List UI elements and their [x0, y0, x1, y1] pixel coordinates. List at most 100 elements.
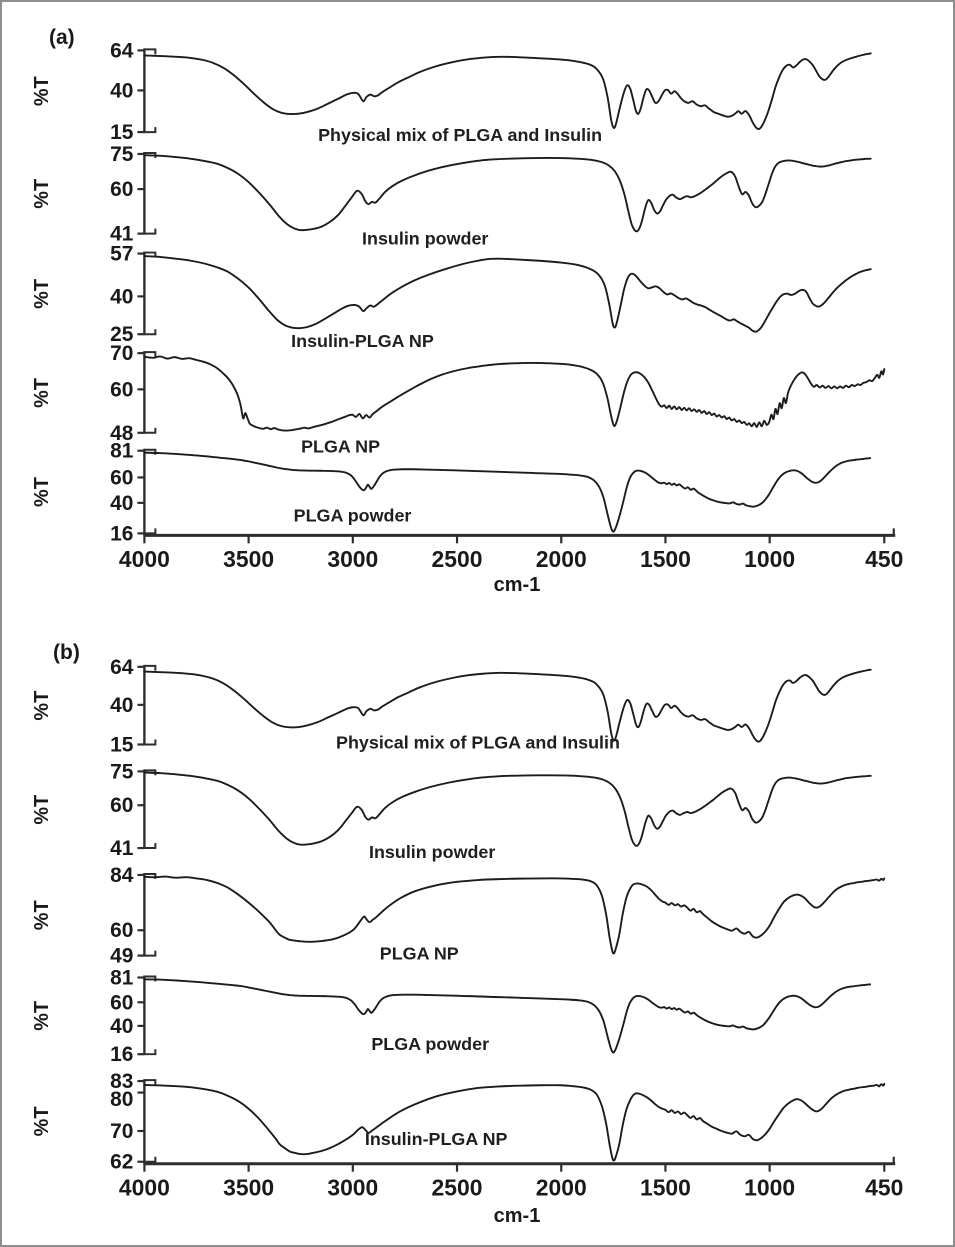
- y-tick-label: 70: [110, 342, 133, 365]
- x-tick-label: 3500: [223, 546, 274, 572]
- spectrum-curve-plga-np: [143, 355, 886, 432]
- x-tick-label: 450: [865, 1175, 903, 1201]
- spectrum-label-physical-mix-of-plga-and-insulin: Physical mix of PLGA and Insulin: [336, 732, 620, 752]
- x-tick-label: 2000: [536, 546, 587, 572]
- spectrum-curve-insulin-plga-np: [143, 255, 872, 333]
- panel-a: 4000 3500 3000 2500 2000 1500 1000 450 64 40 15 %T P…: [31, 39, 904, 572]
- y-tick-label: 64: [110, 656, 134, 679]
- y-tick-label: 48: [110, 422, 133, 445]
- subplot-insulin-powder: 75 60 41 %T Insulin powder: [31, 143, 872, 249]
- y-tick-label: 40: [110, 492, 133, 515]
- y-axis-title: %T: [31, 477, 53, 507]
- x-tick-label: 1000: [744, 1175, 795, 1201]
- spectrum-label-plga-powder: PLGA powder: [294, 505, 412, 525]
- y-tick-label: 62: [110, 1151, 133, 1174]
- y-axis-title: %T: [31, 1106, 53, 1136]
- x-tick-label: 1000: [744, 546, 795, 572]
- y-tick-label: 40: [110, 1015, 133, 1038]
- spectrum-curve-physical-mix-of-plga-and-insulin: [143, 52, 872, 131]
- panel-a-letter: (a): [49, 26, 75, 49]
- x-tick-label: 3500: [223, 1175, 274, 1201]
- spectrum-label-plga-np: PLGA NP: [301, 437, 380, 457]
- y-tick-label: 83: [110, 1070, 133, 1093]
- y-axis-title: %T: [31, 691, 53, 721]
- y-axis-bottom-bracket: [144, 127, 157, 134]
- spectrum-label-plga-np: PLGA NP: [380, 944, 459, 964]
- spectrum-label-insulin-plga-np: Insulin-PLGA NP: [291, 331, 434, 351]
- y-axis-bottom-bracket: [144, 1049, 157, 1056]
- y-tick-label: 60: [110, 178, 133, 201]
- y-tick-label: 60: [110, 378, 133, 401]
- y-tick-label: 75: [110, 143, 134, 166]
- y-tick-label: 60: [110, 794, 133, 817]
- y-tick-label: 60: [110, 919, 133, 942]
- y-tick-label: 25: [110, 323, 134, 346]
- spectrum-label-insulin-powder: Insulin powder: [369, 842, 495, 862]
- x-tick-label: 3000: [327, 546, 378, 572]
- panel-b-letter: (b): [53, 641, 80, 664]
- y-tick-label: 70: [110, 1120, 133, 1143]
- y-axis-bottom-bracket: [144, 843, 157, 850]
- y-tick-label: 81: [110, 966, 134, 989]
- y-tick-label: 40: [110, 79, 133, 102]
- y-tick-label: 60: [110, 991, 133, 1014]
- spectrum-label-insulin-powder: Insulin powder: [362, 229, 488, 249]
- y-axis-title: %T: [31, 378, 53, 408]
- y-axis-title: %T: [31, 76, 53, 106]
- x-tick-label: 1500: [640, 1175, 691, 1201]
- x-tick-label: 2000: [536, 1175, 587, 1201]
- x-tick-label: 4000: [119, 1175, 170, 1201]
- x-tick-label: 2500: [432, 546, 483, 572]
- y-axis-bottom-bracket: [144, 427, 157, 434]
- x-tick-label: 2500: [432, 1175, 483, 1201]
- x-tick-label: 1500: [640, 546, 691, 572]
- spectrum-label-plga-powder: PLGA powder: [371, 1034, 489, 1054]
- y-tick-label: 41: [110, 837, 134, 860]
- x-tick-label: 4000: [119, 546, 170, 572]
- y-tick-label: 16: [110, 522, 133, 545]
- y-tick-label: 84: [110, 864, 134, 887]
- y-axis-title: %T: [31, 1001, 53, 1031]
- y-axis-title: %T: [31, 279, 53, 309]
- y-axis-title: %T: [31, 900, 53, 930]
- y-tick-label: 75: [110, 760, 134, 783]
- y-axis-bottom-bracket: [144, 528, 157, 535]
- spectrum-label-physical-mix-of-plga-and-insulin: Physical mix of PLGA and Insulin: [318, 125, 602, 145]
- y-tick-label: 64: [110, 39, 134, 62]
- spectrum-curve-insulin-powder: [143, 154, 872, 233]
- y-tick-label: 15: [110, 733, 134, 756]
- spectrum-curve-insulin-powder: [143, 771, 872, 847]
- panel-a-xaxis-title: cm-1: [493, 574, 541, 596]
- y-axis-bottom-bracket: [144, 739, 157, 746]
- subplot-insulin-plga-np: 57 40 25 %T Insulin-PLGA NP: [31, 243, 872, 351]
- y-tick-label: 15: [110, 121, 134, 144]
- y-tick-label: 41: [110, 223, 134, 246]
- x-tick-label: 450: [865, 546, 903, 572]
- y-tick-label: 57: [110, 243, 133, 266]
- panel-b: 4000 3500 3000 2500 2000 1500 1000 450 64 40 15 %T P…: [31, 656, 904, 1201]
- y-axis-top-bracket: [144, 664, 157, 671]
- y-tick-label: 16: [110, 1043, 133, 1066]
- panel-b-xaxis-title: cm-1: [493, 1205, 541, 1227]
- y-axis-bottom-bracket: [144, 1156, 157, 1163]
- y-tick-label: 40: [110, 285, 133, 308]
- spectrum-curve-physical-mix-of-plga-and-insulin: [143, 668, 872, 743]
- y-axis-top-bracket: [144, 48, 157, 55]
- y-tick-label: 81: [110, 440, 134, 463]
- y-tick-label: 40: [110, 694, 133, 717]
- y-axis-bottom-bracket: [144, 329, 157, 336]
- y-tick-label: 80: [110, 1088, 133, 1111]
- y-tick-label: 49: [110, 945, 133, 968]
- y-axis-top-bracket: [144, 1079, 157, 1086]
- subplot-insulin-powder: 75 60 41 %T Insulin powder: [31, 760, 872, 862]
- spectrum-curve-plga-powder: [143, 451, 872, 533]
- subplot-physical-mix-of-plga-and-insulin: 64 40 15 %T Physical mix of PLGA and Insulin: [31, 39, 872, 145]
- y-axis-title: %T: [31, 795, 53, 825]
- y-axis-bottom-bracket: [144, 228, 157, 235]
- spectrum-curve-plga-np: [143, 875, 886, 955]
- spectrum-curve-insulin-plga-np: [143, 1082, 886, 1162]
- x-tick-label: 3000: [327, 1175, 378, 1201]
